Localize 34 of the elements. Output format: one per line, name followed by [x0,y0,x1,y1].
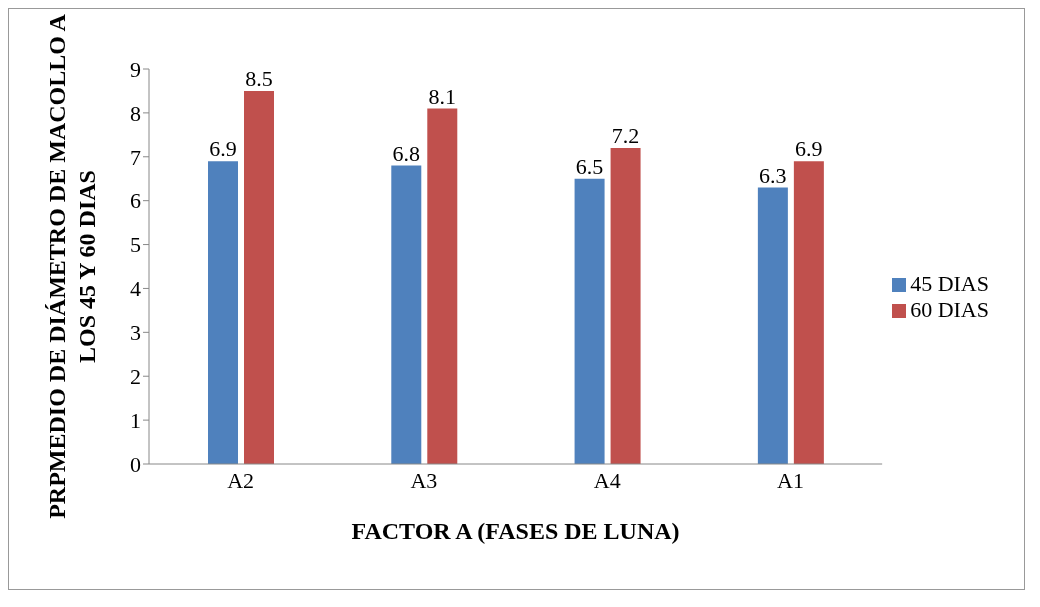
data-label: 6.9 [795,136,823,162]
y-tick-label: 8 [130,100,141,126]
data-label: 6.8 [392,140,421,166]
data-label: 7.2 [611,123,640,148]
y-tick-label: 7 [130,144,141,170]
bar [427,108,458,464]
data-label: 8.1 [428,83,457,109]
x-tick-label: A2 [227,467,255,493]
bar [793,161,824,464]
data-label: 8.5 [245,65,273,91]
y-tick-label: 1 [130,407,141,433]
x-tick-label: A3 [410,467,438,493]
bar [574,178,605,464]
legend-label: 45 DIAS [910,270,989,296]
x-axis-title: FACTOR A (FASES DE LUNA) [351,518,680,544]
y-tick-label: 9 [130,56,141,82]
x-tick-label: A1 [777,467,804,493]
data-label: 6.9 [209,136,237,162]
y-tick-label: 4 [130,276,141,302]
bar [244,90,274,464]
bar [208,161,238,464]
x-tick-label: A4 [593,467,621,493]
data-label: 6.3 [759,162,787,188]
y-tick-label: 5 [130,232,141,258]
y-tick-label: 2 [130,364,141,390]
bar [610,148,641,464]
y-tick-label: 3 [130,320,141,346]
y-tick-label: 6 [130,188,141,214]
bar [757,187,788,464]
data-label: 6.5 [575,153,604,179]
legend-label: 60 DIAS [910,296,989,322]
bar [391,165,422,464]
y-axis-title: PRPMEDIO DE DIÁMETRO DE MACOLLO A LOS 45 Y 60 DIAS [44,13,100,519]
y-tick-label: 0 [130,451,141,477]
